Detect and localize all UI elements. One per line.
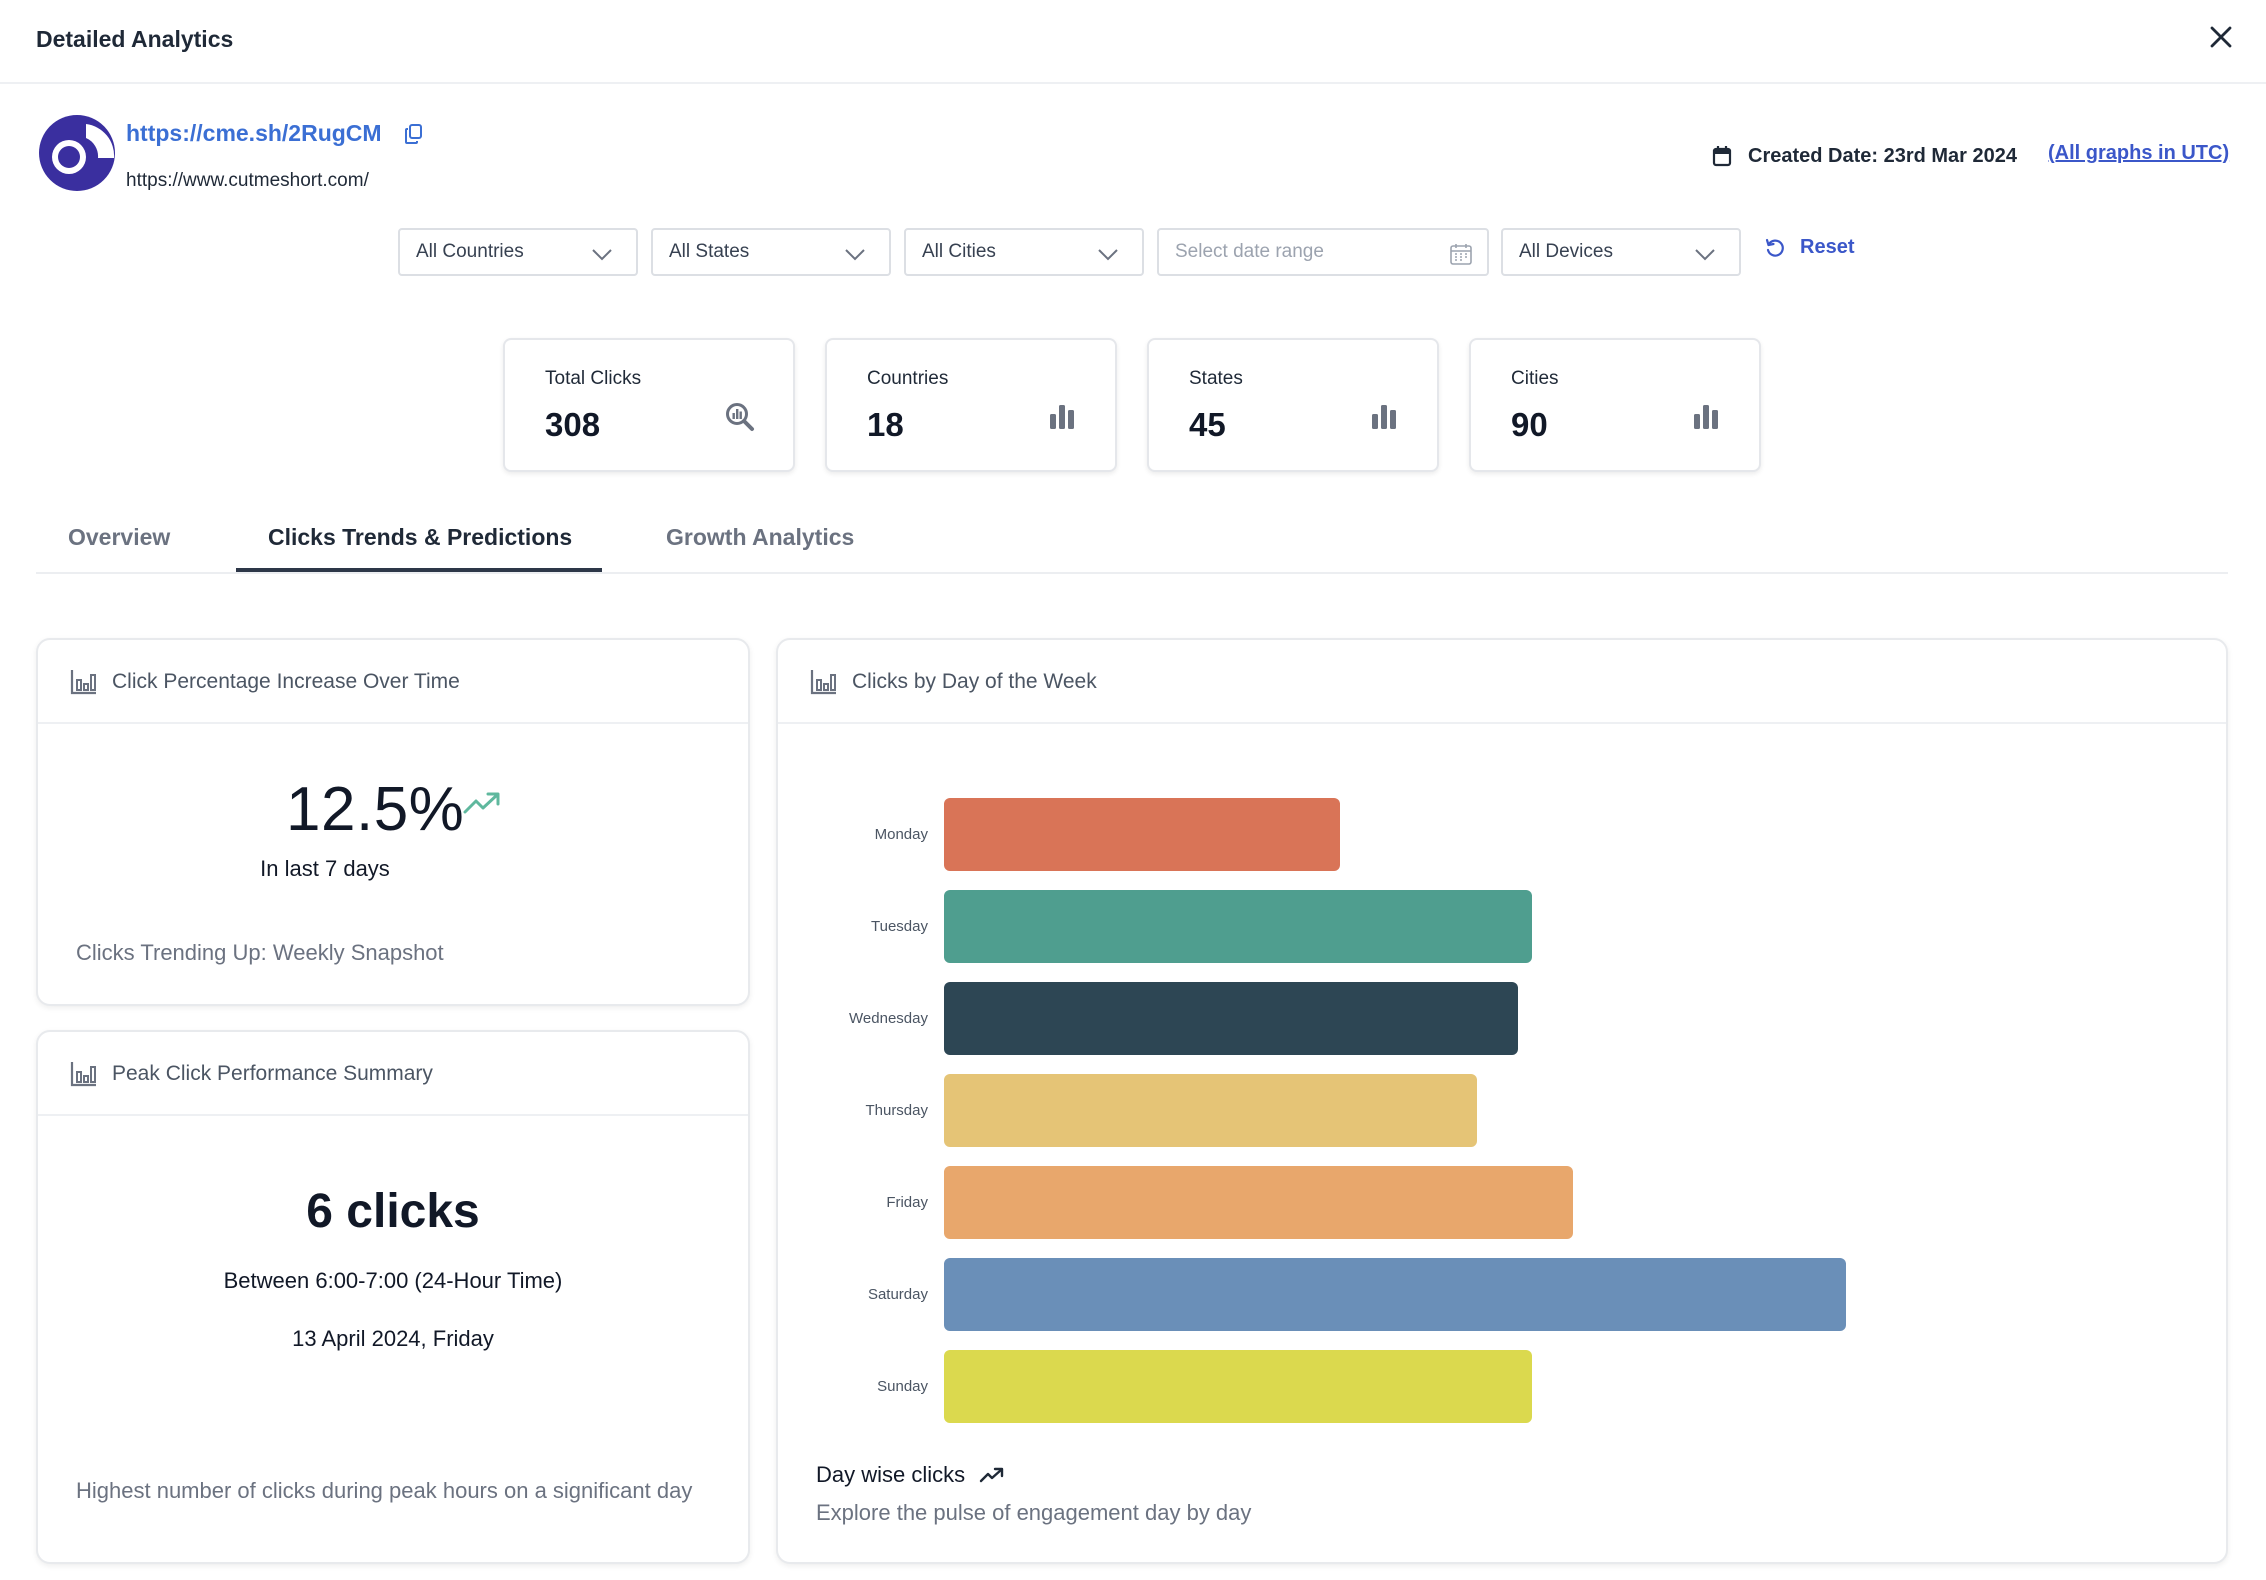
bar-saturday[interactable] [944, 1258, 1846, 1331]
bar-sunday[interactable] [944, 1350, 1532, 1423]
peak-date: 13 April 2024, Friday [292, 1326, 494, 1351]
calendar-icon [1450, 244, 1472, 265]
date-range-input[interactable]: Select date range [1157, 228, 1489, 276]
modal-title: Detailed Analytics [36, 26, 234, 52]
stat-value: 45 [1189, 406, 1226, 443]
chevron-down-icon [1695, 249, 1715, 261]
search-chart-icon [726, 403, 754, 431]
chart-y-axis-labels: Monday Tuesday Wednesday Thursday Friday Satu… [778, 640, 928, 1562]
stat-value: 18 [867, 406, 904, 443]
card-header: Click Percentage Increase Over Time [38, 640, 748, 724]
modal-header: Detailed Analytics [0, 0, 2266, 84]
close-button[interactable] [2204, 20, 2240, 56]
weekday-chart-card: Clicks by Day of the Week Monday Tuesday W… [776, 638, 2228, 1564]
day-label: Wednesday [849, 1010, 928, 1027]
day-label: Sunday [877, 1378, 928, 1395]
created-date: Created Date: 23rd Mar 2024 [1712, 142, 2017, 170]
click-percentage-card: Click Percentage Increase Over Time 12.5… [36, 638, 750, 1006]
day-label: Friday [886, 1194, 928, 1211]
calendar-icon [1712, 146, 1732, 167]
percentage-value: 12.5% [286, 775, 465, 844]
bar-wednesday[interactable] [944, 982, 1518, 1055]
utc-info-link[interactable]: (All graphs in UTC) [2048, 142, 2230, 164]
chart-icon [70, 1062, 96, 1087]
chevron-down-icon [1098, 249, 1118, 261]
tab-growth-analytics[interactable]: Growth Analytics [666, 524, 855, 550]
tab-clicks-trends[interactable]: Clicks Trends & Predictions [268, 524, 573, 550]
active-tab-indicator [236, 568, 602, 572]
reset-icon [1765, 238, 1784, 257]
stat-label: Countries [867, 368, 949, 389]
stat-card-countries: Countries 18 [825, 338, 1117, 472]
short-url-link[interactable]: https://cme.sh/2RugCM [126, 120, 382, 146]
bar-chart-icon [1694, 405, 1718, 429]
trending-up-icon [979, 1467, 1004, 1483]
stat-card-cities: Cities 90 [1469, 338, 1761, 472]
day-label: Monday [874, 826, 928, 843]
stat-value: 308 [545, 406, 601, 443]
city-select-value: All Cities [922, 241, 996, 262]
chart-footer-subtitle: Explore the pulse of engagement day by d… [816, 1500, 1252, 1525]
state-select-value: All States [669, 241, 750, 262]
stat-card-states: States 45 [1147, 338, 1439, 472]
date-range-placeholder: Select date range [1175, 241, 1324, 262]
bar-friday[interactable] [944, 1166, 1573, 1239]
chart-plot-area [944, 640, 2174, 1562]
chart-footer-title-text: Day wise clicks [816, 1462, 966, 1487]
peak-time-range: Between 6:00-7:00 (24-Hour Time) [223, 1268, 563, 1293]
day-label: Saturday [867, 1286, 928, 1303]
chart-icon [810, 670, 836, 695]
bar-chart-icon [1372, 405, 1396, 429]
chart-footer-title: Day wise clicks [816, 1462, 1005, 1488]
chart-icon [70, 670, 96, 695]
stat-label: States [1189, 368, 1243, 389]
reset-label: Reset [1800, 236, 1855, 258]
card-title: Click Percentage Increase Over Time [112, 670, 460, 693]
bar-tuesday[interactable] [944, 890, 1532, 963]
destination-url: https://www.cutmeshort.com/ [126, 170, 369, 191]
country-select[interactable]: All Countries [398, 228, 638, 276]
card-header: Peak Click Performance Summary [38, 1032, 748, 1116]
close-icon [2210, 26, 2232, 48]
card-title: Peak Click Performance Summary [112, 1062, 433, 1085]
peak-clicks-value: 6 clicks [306, 1185, 480, 1238]
stat-card-total-clicks: Total Clicks 308 [503, 338, 795, 472]
device-select[interactable]: All Devices [1501, 228, 1741, 276]
device-select-value: All Devices [1519, 241, 1613, 262]
stat-label: Cities [1511, 368, 1559, 389]
chevron-down-icon [845, 249, 865, 261]
bar-chart-icon [1050, 405, 1074, 429]
brand-logo [39, 115, 115, 191]
state-select[interactable]: All States [651, 228, 891, 276]
stat-value: 90 [1511, 406, 1548, 443]
trending-up-icon [463, 792, 500, 814]
chevron-down-icon [592, 249, 612, 261]
created-date-text: Created Date: 23rd Mar 2024 [1748, 144, 2018, 167]
card-header: Clicks by Day of the Week [778, 640, 2226, 724]
peak-performance-card: Peak Click Performance Summary 6 clicks … [36, 1030, 750, 1564]
period-label: In last 7 days [260, 856, 390, 881]
card-title: Clicks by Day of the Week [852, 670, 1097, 693]
day-label: Tuesday [871, 918, 928, 935]
reset-button[interactable]: Reset [1764, 236, 1854, 259]
day-label: Thursday [865, 1102, 928, 1119]
card-footer: Clicks Trending Up: Weekly Snapshot [76, 940, 444, 965]
bar-monday[interactable] [944, 798, 1340, 871]
bar-thursday[interactable] [944, 1074, 1477, 1147]
copy-icon[interactable] [402, 122, 426, 146]
country-select-value: All Countries [416, 241, 524, 262]
card-footer: Highest number of clicks during peak hou… [76, 1478, 693, 1503]
city-select[interactable]: All Cities [904, 228, 1144, 276]
tab-overview[interactable]: Overview [68, 524, 171, 550]
analytics-tabs: Overview Clicks Trends & Predictions Gro… [36, 510, 2228, 574]
stat-label: Total Clicks [545, 368, 642, 389]
